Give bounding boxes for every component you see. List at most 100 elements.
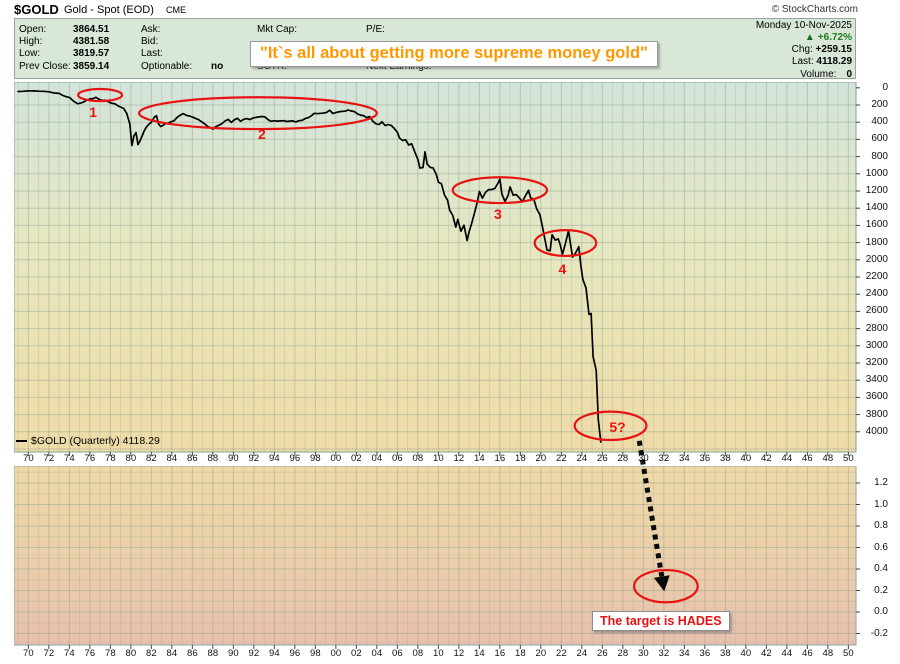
percent-change: +6.72% bbox=[817, 32, 852, 43]
x-axis-label-lower: 76 bbox=[84, 648, 96, 659]
y-axis-label-main: 2800 bbox=[865, 322, 888, 334]
x-axis-label-main: 74 bbox=[64, 453, 75, 464]
x-axis-label-lower: 18 bbox=[515, 648, 526, 659]
x-axis-label-lower: 50 bbox=[843, 648, 854, 659]
y-axis-label-main: 1000 bbox=[865, 167, 888, 179]
legend-value: 3819.57 bbox=[73, 48, 110, 59]
x-axis-label-lower: 22 bbox=[556, 648, 567, 659]
x-axis-label-main: 10 bbox=[433, 453, 444, 464]
x-axis-label-main: 40 bbox=[740, 453, 752, 464]
x-axis-label-lower: 32 bbox=[658, 648, 670, 659]
x-axis-label-main: 72 bbox=[43, 453, 55, 464]
legend-right-row: Last: 4118.29 bbox=[792, 56, 852, 67]
volume-value: 0 bbox=[836, 69, 852, 80]
legend-label: Bid: bbox=[141, 36, 159, 47]
x-axis-label-main: 06 bbox=[392, 453, 403, 464]
x-axis-label-lower: 42 bbox=[761, 648, 772, 659]
x-axis-label-lower: 44 bbox=[781, 648, 793, 659]
y-axis-label-main: 1800 bbox=[865, 236, 888, 248]
x-axis-label-main: 98 bbox=[310, 453, 321, 464]
x-axis-label-lower: 00 bbox=[330, 648, 342, 659]
x-axis-label-lower: 26 bbox=[597, 648, 608, 659]
y-axis-label-main: 3400 bbox=[865, 374, 888, 386]
legend-label: Mkt Cap: bbox=[257, 24, 298, 35]
meme-quote-box: "It`s all about getting more supreme mon… bbox=[250, 41, 658, 67]
up-triangle-icon: ▲ bbox=[804, 32, 815, 43]
x-axis-label-lower: 10 bbox=[433, 648, 444, 659]
x-axis-label-main: 22 bbox=[556, 453, 567, 464]
legend-right-row: Monday 10-Nov-2025 bbox=[756, 20, 852, 31]
x-axis-label-lower: 08 bbox=[412, 648, 424, 659]
y-axis-label-main: 400 bbox=[871, 116, 888, 128]
y-axis-label-main: 800 bbox=[871, 150, 888, 162]
x-axis-label-lower: 80 bbox=[125, 648, 137, 659]
y-axis-label-main: 2400 bbox=[865, 288, 888, 300]
x-axis-label-main: 50 bbox=[843, 453, 854, 464]
y-axis-label-main: 4000 bbox=[865, 425, 888, 437]
y-axis-label-lower: 0.4 bbox=[874, 563, 888, 574]
x-axis-label-main: 94 bbox=[269, 453, 280, 464]
x-axis-label-main: 14 bbox=[474, 453, 485, 464]
legend-label: P/E: bbox=[366, 24, 385, 35]
y-axis-label-main: 0 bbox=[882, 81, 888, 93]
x-axis-label-lower: 86 bbox=[187, 648, 198, 659]
x-axis-label-lower: 06 bbox=[392, 648, 403, 659]
y-axis-label-lower: 0.0 bbox=[874, 606, 888, 617]
legend-value: 4381.58 bbox=[73, 36, 110, 47]
change-label: Chg: bbox=[791, 44, 813, 55]
x-axis-label-main: 70 bbox=[23, 453, 34, 464]
x-axis-label-lower: 82 bbox=[146, 648, 157, 659]
x-axis-label-lower: 24 bbox=[576, 648, 588, 659]
title-bar: $GOLD Gold - Spot (EOD) CME © StockChart… bbox=[0, 0, 900, 18]
x-axis-label-main: 02 bbox=[351, 453, 362, 464]
x-axis-label-main: 44 bbox=[781, 453, 793, 464]
legend-label: Last: bbox=[141, 48, 163, 59]
x-axis-label-main: 20 bbox=[535, 453, 547, 464]
x-axis-label-main: 96 bbox=[289, 453, 301, 464]
main-plot-background bbox=[14, 82, 857, 453]
legend-label: Optionable: bbox=[141, 61, 193, 72]
x-axis-label-lower: 98 bbox=[310, 648, 321, 659]
stockcharts-copyright-link[interactable]: © StockCharts.com bbox=[771, 4, 858, 15]
x-axis-label-main: 76 bbox=[84, 453, 96, 464]
x-axis-label-lower: 14 bbox=[474, 648, 485, 659]
x-axis-label-lower: 34 bbox=[679, 648, 690, 659]
y-axis-label-lower: 1.2 bbox=[874, 477, 888, 488]
x-axis-label-lower: 78 bbox=[105, 648, 116, 659]
legend-right-row: ▲ +6.72% bbox=[805, 32, 852, 43]
x-axis-label-lower: 92 bbox=[248, 648, 260, 659]
x-axis-label-main: 82 bbox=[146, 453, 157, 464]
series-color-swatch bbox=[16, 440, 27, 442]
y-axis-label-main: 600 bbox=[871, 133, 888, 145]
x-axis-label-main: 38 bbox=[720, 453, 731, 464]
x-axis-label-lower: 40 bbox=[740, 648, 752, 659]
legend-label: Low: bbox=[19, 48, 41, 59]
y-axis-label-lower: 1.0 bbox=[874, 498, 888, 510]
x-axis-label-lower: 96 bbox=[289, 648, 301, 659]
y-axis-label-lower: 0.6 bbox=[874, 541, 888, 553]
y-axis-label-main: 3000 bbox=[865, 339, 888, 351]
x-axis-label-main: 42 bbox=[761, 453, 772, 464]
x-axis-label-main: 16 bbox=[494, 453, 506, 464]
x-axis-label-lower: 74 bbox=[64, 648, 75, 659]
x-axis-label-main: 24 bbox=[576, 453, 588, 464]
legend-label: Prev Close: bbox=[19, 61, 71, 72]
x-axis-label-main: 18 bbox=[515, 453, 526, 464]
x-axis-label-main: 08 bbox=[412, 453, 424, 464]
hades-target-label: The target is HADES bbox=[592, 611, 730, 631]
x-axis-label-lower: 90 bbox=[228, 648, 239, 659]
last-value: 4118.29 bbox=[813, 56, 852, 67]
x-axis-label-lower: 46 bbox=[802, 648, 813, 659]
x-axis-label-lower: 20 bbox=[535, 648, 547, 659]
x-axis-label-main: 28 bbox=[617, 453, 629, 464]
x-axis-label-main: 48 bbox=[822, 453, 834, 464]
x-axis-label-main: 04 bbox=[371, 453, 383, 464]
last-label: Last: bbox=[791, 56, 814, 67]
y-axis-label-main: 1200 bbox=[865, 185, 888, 196]
y-axis-label-lower: -0.2 bbox=[870, 627, 888, 639]
x-axis-label-lower: 12 bbox=[453, 648, 465, 659]
x-axis-label-main: 88 bbox=[207, 453, 219, 464]
exchange-label: CME bbox=[166, 5, 186, 15]
x-axis-label-main: 90 bbox=[228, 453, 239, 464]
